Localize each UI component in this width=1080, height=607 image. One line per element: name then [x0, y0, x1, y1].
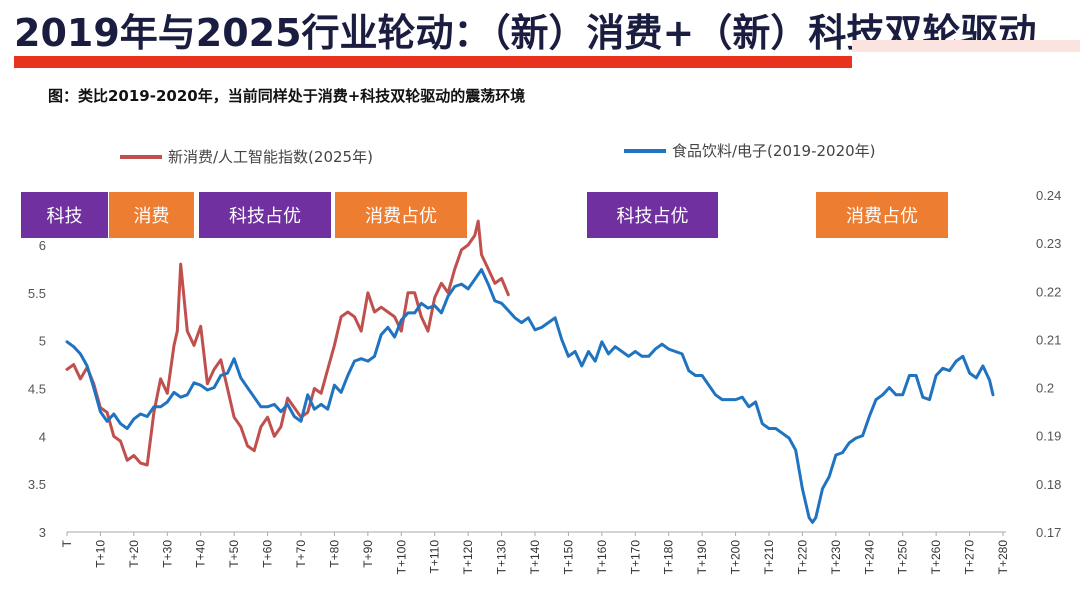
regime-badge-label: 消费: [134, 206, 170, 227]
x-tick-label: T+220: [795, 540, 809, 575]
x-tick-label: T+10: [93, 540, 107, 568]
x-tick-label: T+50: [227, 540, 241, 568]
y-right-tick-label: 0.24: [1036, 188, 1061, 203]
y-right-tick-label: 0.19: [1036, 429, 1061, 444]
x-tick-label: T+150: [561, 540, 575, 575]
y-right-tick-label: 0.2: [1036, 381, 1054, 396]
x-tick-label: T+260: [929, 540, 943, 575]
y-left-tick-label: 4: [39, 429, 46, 444]
x-tick-label: T+200: [729, 540, 743, 575]
y-left-tick-label: 3.5: [28, 477, 46, 492]
x-tick-label: T+170: [628, 540, 642, 575]
x-tick-label: T+190: [695, 540, 709, 575]
x-tick-label: T+180: [662, 540, 676, 575]
x-tick-label: T+110: [428, 540, 442, 574]
y-right-tick-label: 0.23: [1036, 236, 1061, 251]
regime-badge-consumer: [109, 192, 194, 238]
y-left-tick-label: 5: [39, 334, 46, 349]
regime-badge-label: 科技: [47, 206, 83, 227]
x-tick-label: T+30: [160, 540, 174, 568]
regime-badge-label: 消费占优: [846, 206, 918, 227]
x-tick-label: T+280: [996, 540, 1010, 575]
x-tick-label: T+90: [361, 540, 375, 568]
x-tick-label: T+100: [394, 540, 408, 575]
regime-badge-label: 科技占优: [617, 206, 689, 227]
y-right-tick-label: 0.18: [1036, 477, 1061, 492]
y-left-tick-label: 4.5: [28, 382, 46, 397]
x-tick-label: T+160: [595, 540, 609, 575]
y-right-tick-label: 0.21: [1036, 332, 1061, 347]
regime-badge-tech: [587, 192, 718, 238]
regime-badge-label: 消费占优: [365, 206, 437, 227]
figure-caption: 图：类比2019-2020年，当前同样处于消费+科技双轮驱动的震荡环境: [48, 87, 526, 105]
x-tick-label: T+250: [896, 540, 910, 575]
regime-badge-label: 科技占优: [229, 206, 301, 227]
title-accent-bar: [852, 40, 1080, 52]
y-right-tick-label: 0.22: [1036, 284, 1061, 299]
legend-food-beverage-electronics-label: 食品饮料/电子(2019-2020年): [672, 142, 876, 160]
legend-new-consumer-ai-label: 新消费/人工智能指数(2025年): [168, 148, 373, 166]
series-line-food-beverage-electronics: [65, 268, 995, 524]
x-tick-label: T+80: [327, 540, 341, 568]
x-tick-label: T+20: [127, 540, 141, 568]
regime-badge-consumer: [816, 192, 948, 238]
x-tick-label: T+70: [294, 540, 308, 568]
x-tick-label: T+230: [829, 540, 843, 575]
title-underline-bar: [14, 56, 852, 68]
x-tick-label: T+140: [528, 540, 542, 575]
y-right-tick-label: 0.17: [1036, 525, 1061, 540]
y-left-tick-label: 5.5: [28, 286, 46, 301]
x-tick-label: T+210: [762, 540, 776, 575]
series-line-new-consumer-ai: [65, 219, 510, 467]
x-tick-label: T+120: [461, 540, 475, 575]
regime-badge-tech: [199, 192, 331, 238]
x-tick-label: T+40: [194, 540, 208, 568]
y-left-tick-label: 6: [39, 238, 46, 253]
regime-badge-consumer: [335, 192, 467, 238]
x-tick-label: T+240: [862, 540, 876, 575]
x-tick-label: T: [60, 539, 74, 547]
x-tick-label: T+270: [963, 540, 977, 575]
x-tick-label: T+60: [261, 540, 275, 568]
x-tick-label: T+130: [495, 540, 509, 575]
y-left-tick-label: 3: [39, 525, 46, 540]
regime-badge-tech: [21, 192, 108, 238]
